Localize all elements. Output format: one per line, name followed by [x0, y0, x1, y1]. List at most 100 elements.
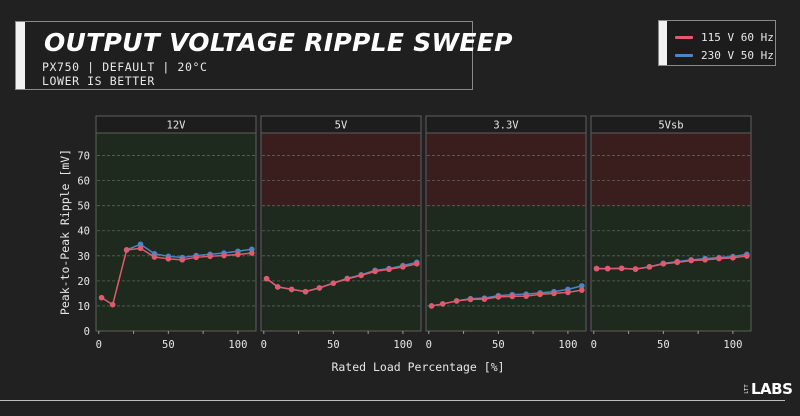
data-point-115v [646, 264, 653, 270]
data-point-115v [730, 255, 736, 261]
legend-swatch-230v [675, 53, 693, 57]
x-tick-label: 50 [327, 339, 340, 351]
data-point-115v [400, 264, 406, 270]
data-point-115v [302, 288, 309, 295]
panel-frame [590, 132, 752, 332]
data-point-115v [414, 261, 420, 267]
data-point-115v [137, 245, 144, 252]
panel-frame [95, 132, 257, 332]
data-point-115v [481, 296, 488, 302]
data-point-115v [632, 266, 639, 272]
subtitle-config: PX750 | DEFAULT | 20°C [42, 60, 208, 74]
data-point-115v [179, 257, 186, 263]
pass-zone [96, 133, 256, 331]
x-tick-label: 0 [261, 339, 267, 351]
data-point-115v [604, 265, 611, 272]
x-tick-label: 50 [657, 339, 670, 351]
data-point-115v [274, 284, 281, 290]
data-point-115v [467, 296, 474, 303]
x-tick-label: 0 [426, 339, 432, 351]
data-point-115v [537, 291, 543, 298]
panel-5v: 5V 0 50 100 [260, 115, 422, 351]
data-point-115v [386, 266, 392, 273]
data-point-115v [344, 276, 351, 282]
data-point-115v [288, 286, 295, 293]
data-point-230v [137, 241, 144, 248]
panel-frame [425, 132, 587, 332]
logo-labs-text: LABS [751, 380, 793, 398]
panel-frame [260, 132, 422, 332]
title-box: OUTPUT VOLTAGE RIPPLE SWEEP PX750 | DEFA… [15, 21, 512, 90]
data-point-115v [235, 251, 241, 258]
data-point-115v [702, 257, 708, 263]
x-tick-label: 50 [162, 339, 175, 351]
x-tick-label: 100 [393, 339, 412, 351]
data-point-115v [716, 255, 722, 262]
legend: 115 V 60 Hz 230 V 50 Hz [658, 20, 776, 66]
data-point-115v [358, 272, 364, 279]
data-point-115v [618, 265, 625, 272]
logo-ltt-text: LTT [744, 384, 750, 394]
fail-zone [261, 133, 421, 206]
data-point-115v [151, 254, 158, 260]
data-point-115v [123, 247, 130, 253]
footer-divider [0, 400, 785, 401]
data-point-115v [495, 294, 502, 300]
data-point-115v [207, 253, 213, 260]
data-point-115v [263, 275, 270, 282]
x-tick-label: 0 [96, 339, 102, 351]
data-point-115v [688, 257, 694, 264]
x-tick-label: 100 [723, 339, 742, 351]
y-axis-label: Peak-to-Peak Ripple [mV] [58, 149, 72, 315]
pass-zone [426, 205, 586, 331]
data-point-115v [523, 293, 529, 299]
data-point-230v [579, 283, 585, 289]
data-point-115v [372, 268, 378, 275]
panel-title: 12V [167, 120, 187, 132]
data-point-115v [453, 298, 460, 304]
legend-swatch-115v [675, 35, 693, 39]
legend-label-230v: 230 V 50 Hz [701, 48, 774, 62]
data-point-115v [316, 285, 323, 291]
fail-zone [591, 133, 751, 206]
chart-title: OUTPUT VOLTAGE RIPPLE SWEEP [44, 28, 513, 57]
data-point-115v [193, 254, 199, 261]
panel-12v: 12V 0 50 100 0 10 20 30 40 50 60 70 [77, 115, 257, 351]
x-tick-label: 0 [591, 339, 597, 351]
x-tick-label: 100 [558, 339, 577, 351]
series-line-230v [126, 243, 252, 259]
data-point-115v [565, 289, 571, 296]
y-tick-label: 70 [77, 151, 90, 163]
data-point-115v [98, 294, 105, 301]
x-axis-label: Rated Load Percentage [%] [331, 360, 504, 374]
data-point-115v [744, 253, 750, 259]
data-point-115v [249, 250, 255, 256]
panel-5vsb: 5Vsb 0 50 100 [590, 115, 752, 351]
y-tick-label: 0 [84, 326, 90, 338]
data-point-115v [551, 290, 557, 297]
y-tick-label: 20 [77, 276, 90, 288]
data-point-115v [509, 293, 516, 300]
y-tick-label: 30 [77, 251, 90, 263]
y-tick-label: 60 [77, 176, 90, 188]
x-tick-label: 50 [492, 339, 505, 351]
data-point-115v [674, 259, 681, 266]
data-point-115v [428, 303, 435, 309]
y-tick-label: 10 [77, 301, 90, 313]
data-point-115v [109, 301, 116, 308]
title-accent-bar [16, 22, 25, 89]
panel-3-3v: 3.3V 0 50 100 [425, 115, 587, 351]
x-tick-label: 100 [228, 339, 247, 351]
panel-title: 3.3V [493, 120, 519, 132]
y-tick-label: 40 [77, 226, 90, 238]
chart-subtitle: PX750 | DEFAULT | 20°C LOWER IS BETTER [42, 60, 208, 88]
data-point-115v [660, 261, 667, 267]
data-point-115v [579, 287, 585, 293]
subtitle-note: LOWER IS BETTER [42, 74, 155, 88]
data-point-115v [439, 301, 446, 307]
data-point-115v [593, 265, 600, 272]
fail-zone [426, 133, 586, 206]
legend-label-115v: 115 V 60 Hz [701, 30, 774, 44]
